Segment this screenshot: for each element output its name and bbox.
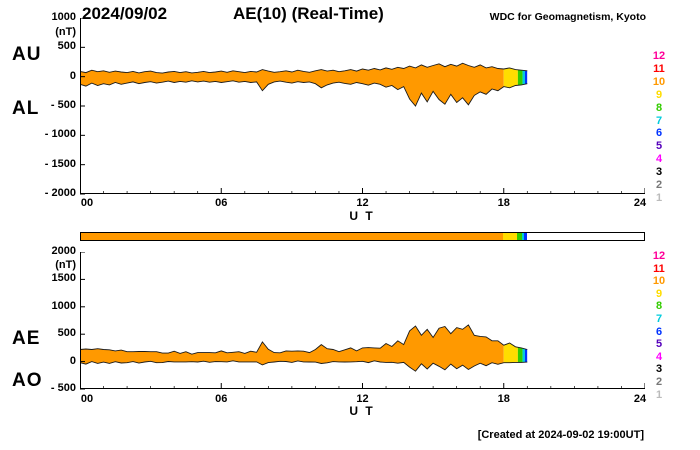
au-al-plot	[80, 18, 645, 195]
legend-level-3: 3	[655, 363, 663, 376]
legend-level-4: 4	[655, 153, 663, 166]
y-tick-label: 0	[69, 354, 76, 367]
label-ao: AO	[12, 370, 43, 391]
legend-level-1: 1	[655, 388, 663, 401]
colorbar-segment	[524, 233, 527, 240]
legend-level-8: 8	[655, 300, 663, 313]
ae-ao-plot	[80, 252, 645, 390]
legend-level-5: 5	[655, 338, 663, 351]
legend-level-9: 9	[655, 287, 663, 300]
x-tick-label: 00	[80, 197, 94, 209]
legend-level-2: 2	[655, 376, 663, 388]
legend-level-4: 4	[655, 350, 663, 363]
x-tick-label: 06	[215, 393, 228, 405]
label-au: AU	[12, 44, 42, 65]
legend-level-10: 10	[652, 75, 666, 88]
y-tick-label: 1000	[51, 299, 76, 312]
plot-title: AE(10) (Real-Time)	[233, 4, 384, 23]
legend-level-7: 7	[655, 313, 663, 325]
colorbar-segment	[517, 233, 522, 240]
legend-level-8: 8	[655, 101, 663, 114]
legend-level-11: 11	[653, 262, 665, 275]
legend-level-10: 10	[652, 275, 666, 288]
y-tick-label: 2000	[51, 245, 76, 257]
y-tick-label: 500	[57, 40, 76, 53]
data-source: WDC for Geomagnetism, Kyoto	[489, 11, 646, 23]
legend-level-12: 12	[652, 250, 666, 262]
station-colorbar	[80, 232, 645, 241]
colorbar-segment	[522, 233, 525, 240]
legend-level-5: 5	[655, 140, 663, 153]
legend-level-9: 9	[655, 88, 663, 101]
created-at: [Created at 2024-09-02 19:00UT]	[477, 429, 644, 441]
y-tick-label: 0	[69, 69, 76, 82]
y-unit-bottom: (nT)	[55, 259, 76, 271]
legend-level-7: 7	[655, 114, 663, 127]
x-axis-title-top: U T	[349, 209, 375, 223]
legend-level-1: 1	[655, 191, 663, 204]
x-axis-title-bottom: U T	[349, 404, 375, 418]
x-tick-label: 18	[497, 197, 510, 209]
legend-level-12: 12	[652, 50, 666, 62]
legend-level-11: 11	[653, 62, 665, 75]
y-tick-label: 1000	[51, 11, 76, 23]
station-legend-top: 12 11 10 9 8 7 6 5 4 3 2 1	[649, 0, 669, 450]
legend-level-3: 3	[655, 166, 663, 179]
colorbar-segment	[503, 233, 518, 240]
y-tick-label: - 2000	[44, 187, 76, 199]
colorbar-segment	[81, 233, 504, 240]
y-tick-label: - 1000	[44, 128, 76, 141]
legend-level-6: 6	[655, 127, 663, 140]
legend-level-6: 6	[655, 325, 663, 338]
x-tick-label: 00	[80, 393, 94, 405]
x-tick-label: 06	[215, 197, 228, 209]
legend-level-2: 2	[655, 179, 663, 191]
label-al: AL	[12, 98, 40, 119]
y-tick-label: - 500	[50, 382, 76, 394]
plot-date: 2024/09/02	[82, 4, 168, 23]
label-ae: AE	[12, 328, 41, 349]
x-tick-label: 18	[497, 393, 510, 405]
y-tick-label: - 1500	[44, 157, 76, 170]
y-tick-label: 500	[57, 327, 76, 340]
y-tick-label: - 500	[50, 99, 76, 111]
y-tick-label: 1500	[51, 272, 76, 285]
station-legend-bottom: 12 11 10 9 8 7 6 5 4 3 2 1	[649, 0, 669, 450]
y-unit-top: (nT)	[55, 26, 76, 38]
x-tick-label: 12	[356, 197, 369, 209]
